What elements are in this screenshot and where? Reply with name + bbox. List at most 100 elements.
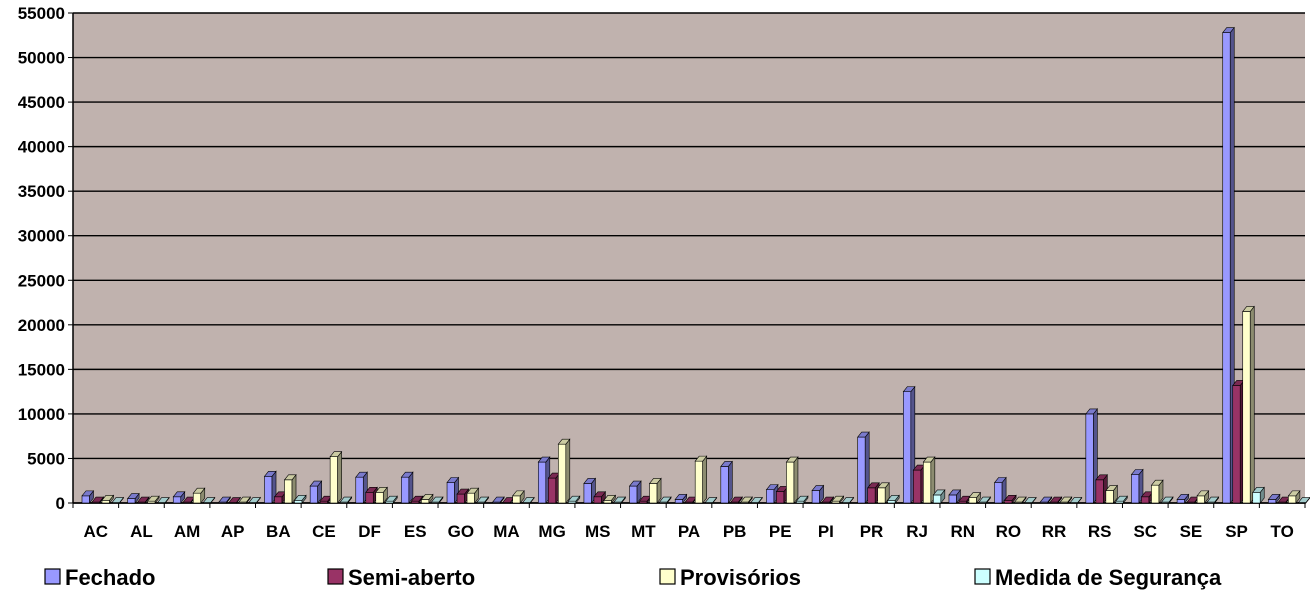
- bar-top: [137, 496, 150, 503]
- bar-front: [674, 499, 683, 504]
- bar: [420, 493, 434, 504]
- bar: [795, 495, 809, 504]
- bar-top: [1069, 497, 1083, 503]
- bar-top: [674, 494, 688, 500]
- x-tick-label: TO: [1271, 522, 1294, 541]
- x-tick-label: SP: [1225, 522, 1248, 541]
- bar: [476, 496, 490, 504]
- bar-top: [430, 496, 444, 503]
- y-tick-label: 25000: [18, 271, 65, 290]
- bar-front: [81, 495, 90, 504]
- bar-top: [101, 495, 115, 501]
- bar-side: [702, 455, 707, 504]
- bar: [309, 480, 323, 504]
- bar: [1150, 479, 1164, 504]
- bar-top: [1252, 487, 1265, 493]
- bar-top: [567, 495, 581, 502]
- bar: [841, 496, 855, 504]
- bar-top: [157, 497, 170, 503]
- x-tick-label: AM: [174, 522, 200, 541]
- bar-front: [264, 475, 273, 504]
- bar: [1206, 496, 1220, 504]
- bar-front: [1232, 385, 1241, 504]
- bar-front: [903, 391, 912, 504]
- bar-top: [1059, 496, 1073, 503]
- bar-top: [365, 487, 378, 493]
- bar-top: [1206, 496, 1220, 503]
- bar-top: [420, 494, 434, 500]
- bar-front: [446, 482, 455, 504]
- bar-top: [1023, 497, 1037, 503]
- bar-top: [410, 495, 424, 502]
- x-tick-label: PE: [769, 522, 792, 541]
- bar-side: [728, 460, 733, 504]
- bar: [567, 495, 581, 504]
- bar-front: [603, 500, 612, 504]
- bar-side: [1249, 305, 1255, 504]
- bar: [993, 476, 1007, 504]
- bar-top: [968, 492, 982, 498]
- x-tick-label: PR: [860, 522, 884, 541]
- bar-top: [648, 478, 662, 484]
- bar-front: [537, 461, 547, 504]
- bar-top: [400, 471, 414, 478]
- bar: [522, 496, 535, 504]
- bar-top: [111, 497, 125, 503]
- bar: [218, 496, 232, 504]
- bar: [648, 477, 662, 504]
- bar: [202, 496, 216, 504]
- x-tick-label: SC: [1133, 522, 1157, 541]
- x-tick-label: AL: [130, 522, 153, 541]
- bar-top: [720, 461, 733, 467]
- bar: [1130, 468, 1144, 504]
- bar-top: [603, 495, 617, 501]
- bar: [1115, 495, 1128, 504]
- bar: [857, 431, 870, 504]
- bar-top: [355, 471, 368, 478]
- bar-top: [1176, 494, 1190, 500]
- bar: [1242, 305, 1255, 504]
- bar: [293, 494, 307, 504]
- bar-front: [172, 496, 182, 504]
- bar-top: [512, 490, 525, 497]
- bar-front: [694, 460, 703, 504]
- bar: [1023, 496, 1037, 504]
- bar: [137, 496, 150, 504]
- bar: [887, 494, 900, 504]
- bar-top: [1130, 469, 1144, 475]
- bar-top: [978, 496, 992, 503]
- bar-front: [1268, 499, 1277, 504]
- bar-top: [91, 496, 105, 503]
- bar: [1039, 496, 1053, 504]
- bar-top: [522, 497, 535, 503]
- x-tick-label: GO: [448, 522, 474, 541]
- bar-front: [583, 483, 592, 504]
- bar: [694, 455, 708, 504]
- bar-front: [933, 494, 942, 504]
- bar-top: [841, 497, 855, 503]
- bar: [978, 496, 992, 504]
- bar-top: [1150, 479, 1164, 486]
- bar-top: [309, 480, 323, 487]
- bar: [674, 493, 688, 504]
- bar-top: [922, 456, 936, 463]
- bar-top: [694, 455, 708, 462]
- bar: [1105, 484, 1118, 504]
- legend-item: Provisórios: [659, 565, 801, 590]
- legend-label: Fechado: [65, 565, 155, 590]
- legend-label: Provisórios: [680, 565, 801, 590]
- bar-top: [1267, 494, 1281, 500]
- x-tick-label: SE: [1180, 522, 1203, 541]
- bar: [628, 480, 642, 504]
- y-tick-label: 30000: [18, 227, 65, 246]
- bar: [750, 496, 763, 504]
- y-tick-label: 0: [56, 494, 65, 513]
- bar-front: [375, 492, 384, 504]
- bar-front: [857, 436, 866, 504]
- bar: [172, 490, 186, 504]
- bar-front: [284, 479, 293, 504]
- bar-top: [263, 470, 277, 477]
- bar-front: [101, 500, 110, 504]
- bar: [492, 496, 505, 504]
- legend-swatch: [974, 568, 991, 585]
